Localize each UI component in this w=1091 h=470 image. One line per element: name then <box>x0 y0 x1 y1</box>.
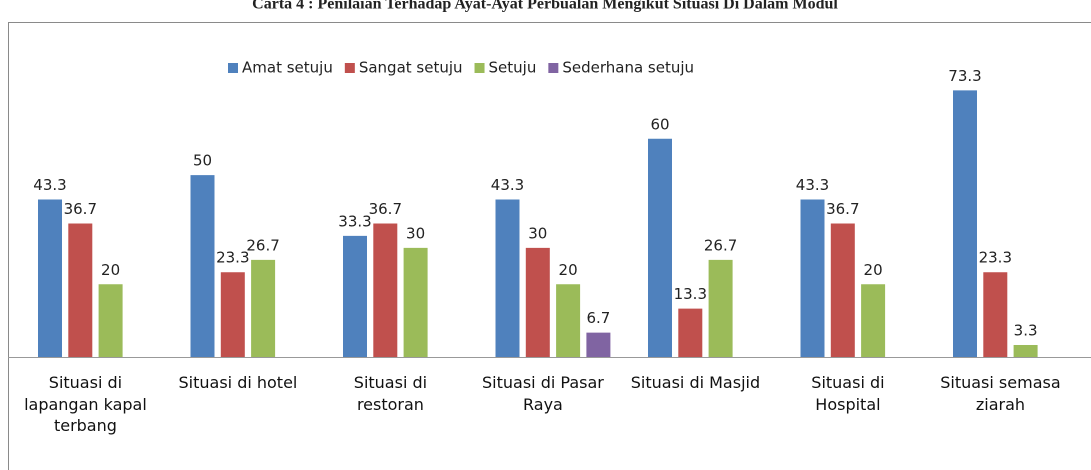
legend-label: Amat setuju <box>242 59 333 77</box>
bar <box>678 308 703 357</box>
bar <box>343 235 367 357</box>
bar <box>251 259 276 357</box>
bar <box>220 272 245 357</box>
data-label: 20 <box>864 261 883 279</box>
data-label: 30 <box>406 224 425 242</box>
data-label: 30 <box>528 224 547 242</box>
legend-swatch <box>474 63 485 73</box>
data-label: 73.3 <box>948 67 981 85</box>
data-label: 36.7 <box>369 200 402 218</box>
bar <box>525 247 550 357</box>
data-label: 13.3 <box>674 285 707 303</box>
data-label: 23.3 <box>979 249 1012 267</box>
x-tick-label: Situasi semasa ziarah <box>940 373 1061 414</box>
x-tick-label: Situasi di Pasar Raya <box>482 373 604 414</box>
bar <box>800 199 825 357</box>
data-label: 26.7 <box>704 236 737 254</box>
bar <box>373 223 398 357</box>
data-label: 33.3 <box>338 212 371 230</box>
bar <box>495 199 520 357</box>
bar <box>586 332 611 357</box>
bar <box>403 247 428 357</box>
data-label: 36.7 <box>826 200 859 218</box>
data-label: 26.7 <box>246 236 279 254</box>
chart-title: Carta 4 : Penilaian Terhadap Ayat-Ayat P… <box>252 0 838 13</box>
data-label: 6.7 <box>586 309 610 327</box>
x-tick-label: Situasi di hotel <box>178 373 298 392</box>
bar <box>190 175 215 357</box>
bar <box>556 284 581 357</box>
data-label: 43.3 <box>33 176 66 194</box>
x-tick-label: Situasi di Hospital <box>811 373 885 414</box>
legend-swatch <box>548 63 559 73</box>
legend-label: Setuju <box>489 59 537 77</box>
data-label: 3.3 <box>1014 321 1038 339</box>
legend-swatch <box>228 63 238 73</box>
data-label: 20 <box>559 261 578 279</box>
bar <box>98 284 123 357</box>
legend-swatch <box>344 63 355 73</box>
bar <box>38 199 62 357</box>
bar <box>861 284 886 357</box>
data-label: 20 <box>101 261 120 279</box>
data-label: 60 <box>650 115 669 133</box>
x-tick-label: Situasi di restoran <box>353 373 428 414</box>
bar <box>830 223 855 357</box>
data-label: 43.3 <box>796 176 829 194</box>
chart-border <box>8 22 1091 470</box>
bar <box>708 259 733 357</box>
x-tick-label: Situasi di lapangan kapal terbang <box>24 373 147 435</box>
data-label: 23.3 <box>216 249 249 267</box>
data-label: 50 <box>193 152 212 170</box>
bar <box>983 272 1008 357</box>
data-label: 43.3 <box>491 176 524 194</box>
bar <box>1013 344 1038 357</box>
bar <box>68 223 93 357</box>
x-tick-label: Situasi di Masjid <box>630 373 761 392</box>
bar <box>648 138 672 357</box>
bar <box>953 90 977 357</box>
data-label: 36.7 <box>64 200 97 218</box>
legend-label: Sangat setuju <box>359 59 463 77</box>
legend-label: Sederhana setuju <box>562 59 694 77</box>
